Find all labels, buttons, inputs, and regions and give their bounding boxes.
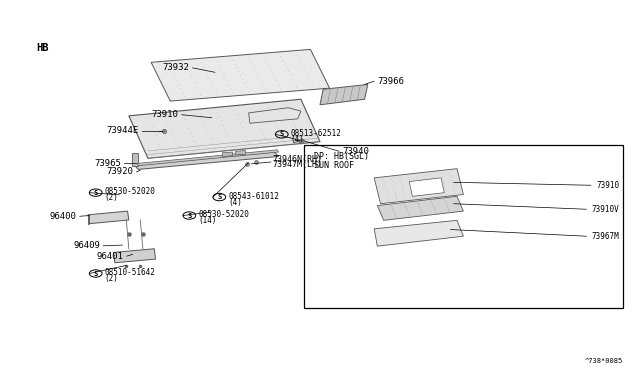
Text: S: S bbox=[280, 131, 284, 137]
Polygon shape bbox=[374, 169, 463, 204]
Text: HB: HB bbox=[36, 42, 49, 52]
Text: 73966: 73966 bbox=[378, 77, 404, 86]
Polygon shape bbox=[374, 220, 463, 246]
Text: 73910: 73910 bbox=[596, 181, 620, 190]
Polygon shape bbox=[409, 178, 444, 196]
Polygon shape bbox=[88, 215, 90, 224]
Text: 08530-52020: 08530-52020 bbox=[198, 210, 249, 219]
Text: 73944E: 73944E bbox=[106, 126, 138, 135]
Text: ^738*0085: ^738*0085 bbox=[584, 358, 623, 364]
Text: (14): (14) bbox=[198, 216, 217, 225]
Text: 08530-52020: 08530-52020 bbox=[104, 187, 156, 196]
Polygon shape bbox=[137, 150, 278, 166]
Bar bbox=[304, 145, 623, 308]
Text: 73947M(LH): 73947M(LH) bbox=[272, 160, 322, 169]
Text: (4): (4) bbox=[291, 135, 305, 144]
Text: S: S bbox=[217, 194, 221, 200]
Text: 96409: 96409 bbox=[74, 241, 100, 250]
Text: 08513-62512: 08513-62512 bbox=[291, 129, 342, 138]
Polygon shape bbox=[134, 152, 278, 169]
Text: (4): (4) bbox=[228, 198, 242, 207]
Polygon shape bbox=[151, 49, 330, 101]
Text: 96401: 96401 bbox=[97, 251, 124, 261]
Polygon shape bbox=[320, 84, 368, 105]
Text: (2): (2) bbox=[104, 193, 118, 202]
Polygon shape bbox=[129, 99, 320, 158]
Text: SUN ROOF: SUN ROOF bbox=[314, 161, 354, 170]
Text: 73910V: 73910V bbox=[592, 205, 620, 214]
Polygon shape bbox=[88, 211, 129, 224]
Text: 73910: 73910 bbox=[152, 110, 179, 119]
Text: (2): (2) bbox=[104, 274, 118, 283]
Text: S: S bbox=[93, 270, 98, 276]
Polygon shape bbox=[236, 151, 246, 155]
Text: 73967M: 73967M bbox=[592, 232, 620, 241]
Text: 08510-51642: 08510-51642 bbox=[104, 268, 156, 277]
Text: 73940: 73940 bbox=[342, 147, 369, 156]
Text: 08543-61012: 08543-61012 bbox=[228, 192, 279, 201]
Text: 73965: 73965 bbox=[94, 158, 121, 168]
Polygon shape bbox=[248, 108, 301, 123]
Polygon shape bbox=[113, 249, 156, 263]
Text: S: S bbox=[188, 212, 191, 218]
Text: 73920: 73920 bbox=[106, 167, 133, 176]
Text: S: S bbox=[93, 190, 98, 196]
Text: DP: HB(SGL): DP: HB(SGL) bbox=[314, 152, 369, 161]
Text: 73946N(RH): 73946N(RH) bbox=[272, 154, 322, 164]
Polygon shape bbox=[378, 196, 463, 220]
Text: 96400: 96400 bbox=[50, 212, 77, 221]
Polygon shape bbox=[223, 152, 233, 157]
Polygon shape bbox=[132, 153, 138, 166]
Text: 73932: 73932 bbox=[163, 63, 189, 72]
